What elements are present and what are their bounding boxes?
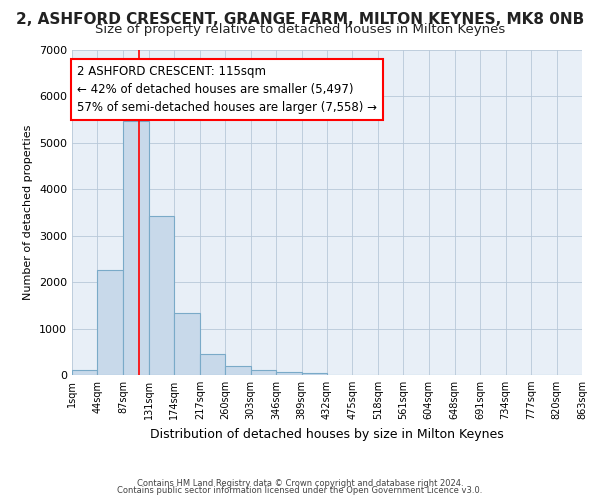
- Text: Contains HM Land Registry data © Crown copyright and database right 2024.: Contains HM Land Registry data © Crown c…: [137, 478, 463, 488]
- Text: 2, ASHFORD CRESCENT, GRANGE FARM, MILTON KEYNES, MK8 0NB: 2, ASHFORD CRESCENT, GRANGE FARM, MILTON…: [16, 12, 584, 28]
- Y-axis label: Number of detached properties: Number of detached properties: [23, 125, 34, 300]
- Bar: [72, 370, 97, 375]
- Bar: [149, 216, 175, 375]
- Bar: [200, 354, 225, 375]
- Bar: [123, 120, 149, 375]
- Bar: [251, 370, 276, 375]
- Bar: [276, 372, 302, 375]
- X-axis label: Distribution of detached houses by size in Milton Keynes: Distribution of detached houses by size …: [150, 428, 504, 440]
- Text: Contains public sector information licensed under the Open Government Licence v3: Contains public sector information licen…: [118, 486, 482, 495]
- Bar: [225, 366, 251, 375]
- Text: Size of property relative to detached houses in Milton Keynes: Size of property relative to detached ho…: [95, 22, 505, 36]
- Bar: [97, 270, 123, 375]
- Bar: [175, 313, 200, 375]
- Text: 2 ASHFORD CRESCENT: 115sqm
← 42% of detached houses are smaller (5,497)
57% of s: 2 ASHFORD CRESCENT: 115sqm ← 42% of deta…: [77, 64, 377, 114]
- Bar: [302, 372, 327, 375]
